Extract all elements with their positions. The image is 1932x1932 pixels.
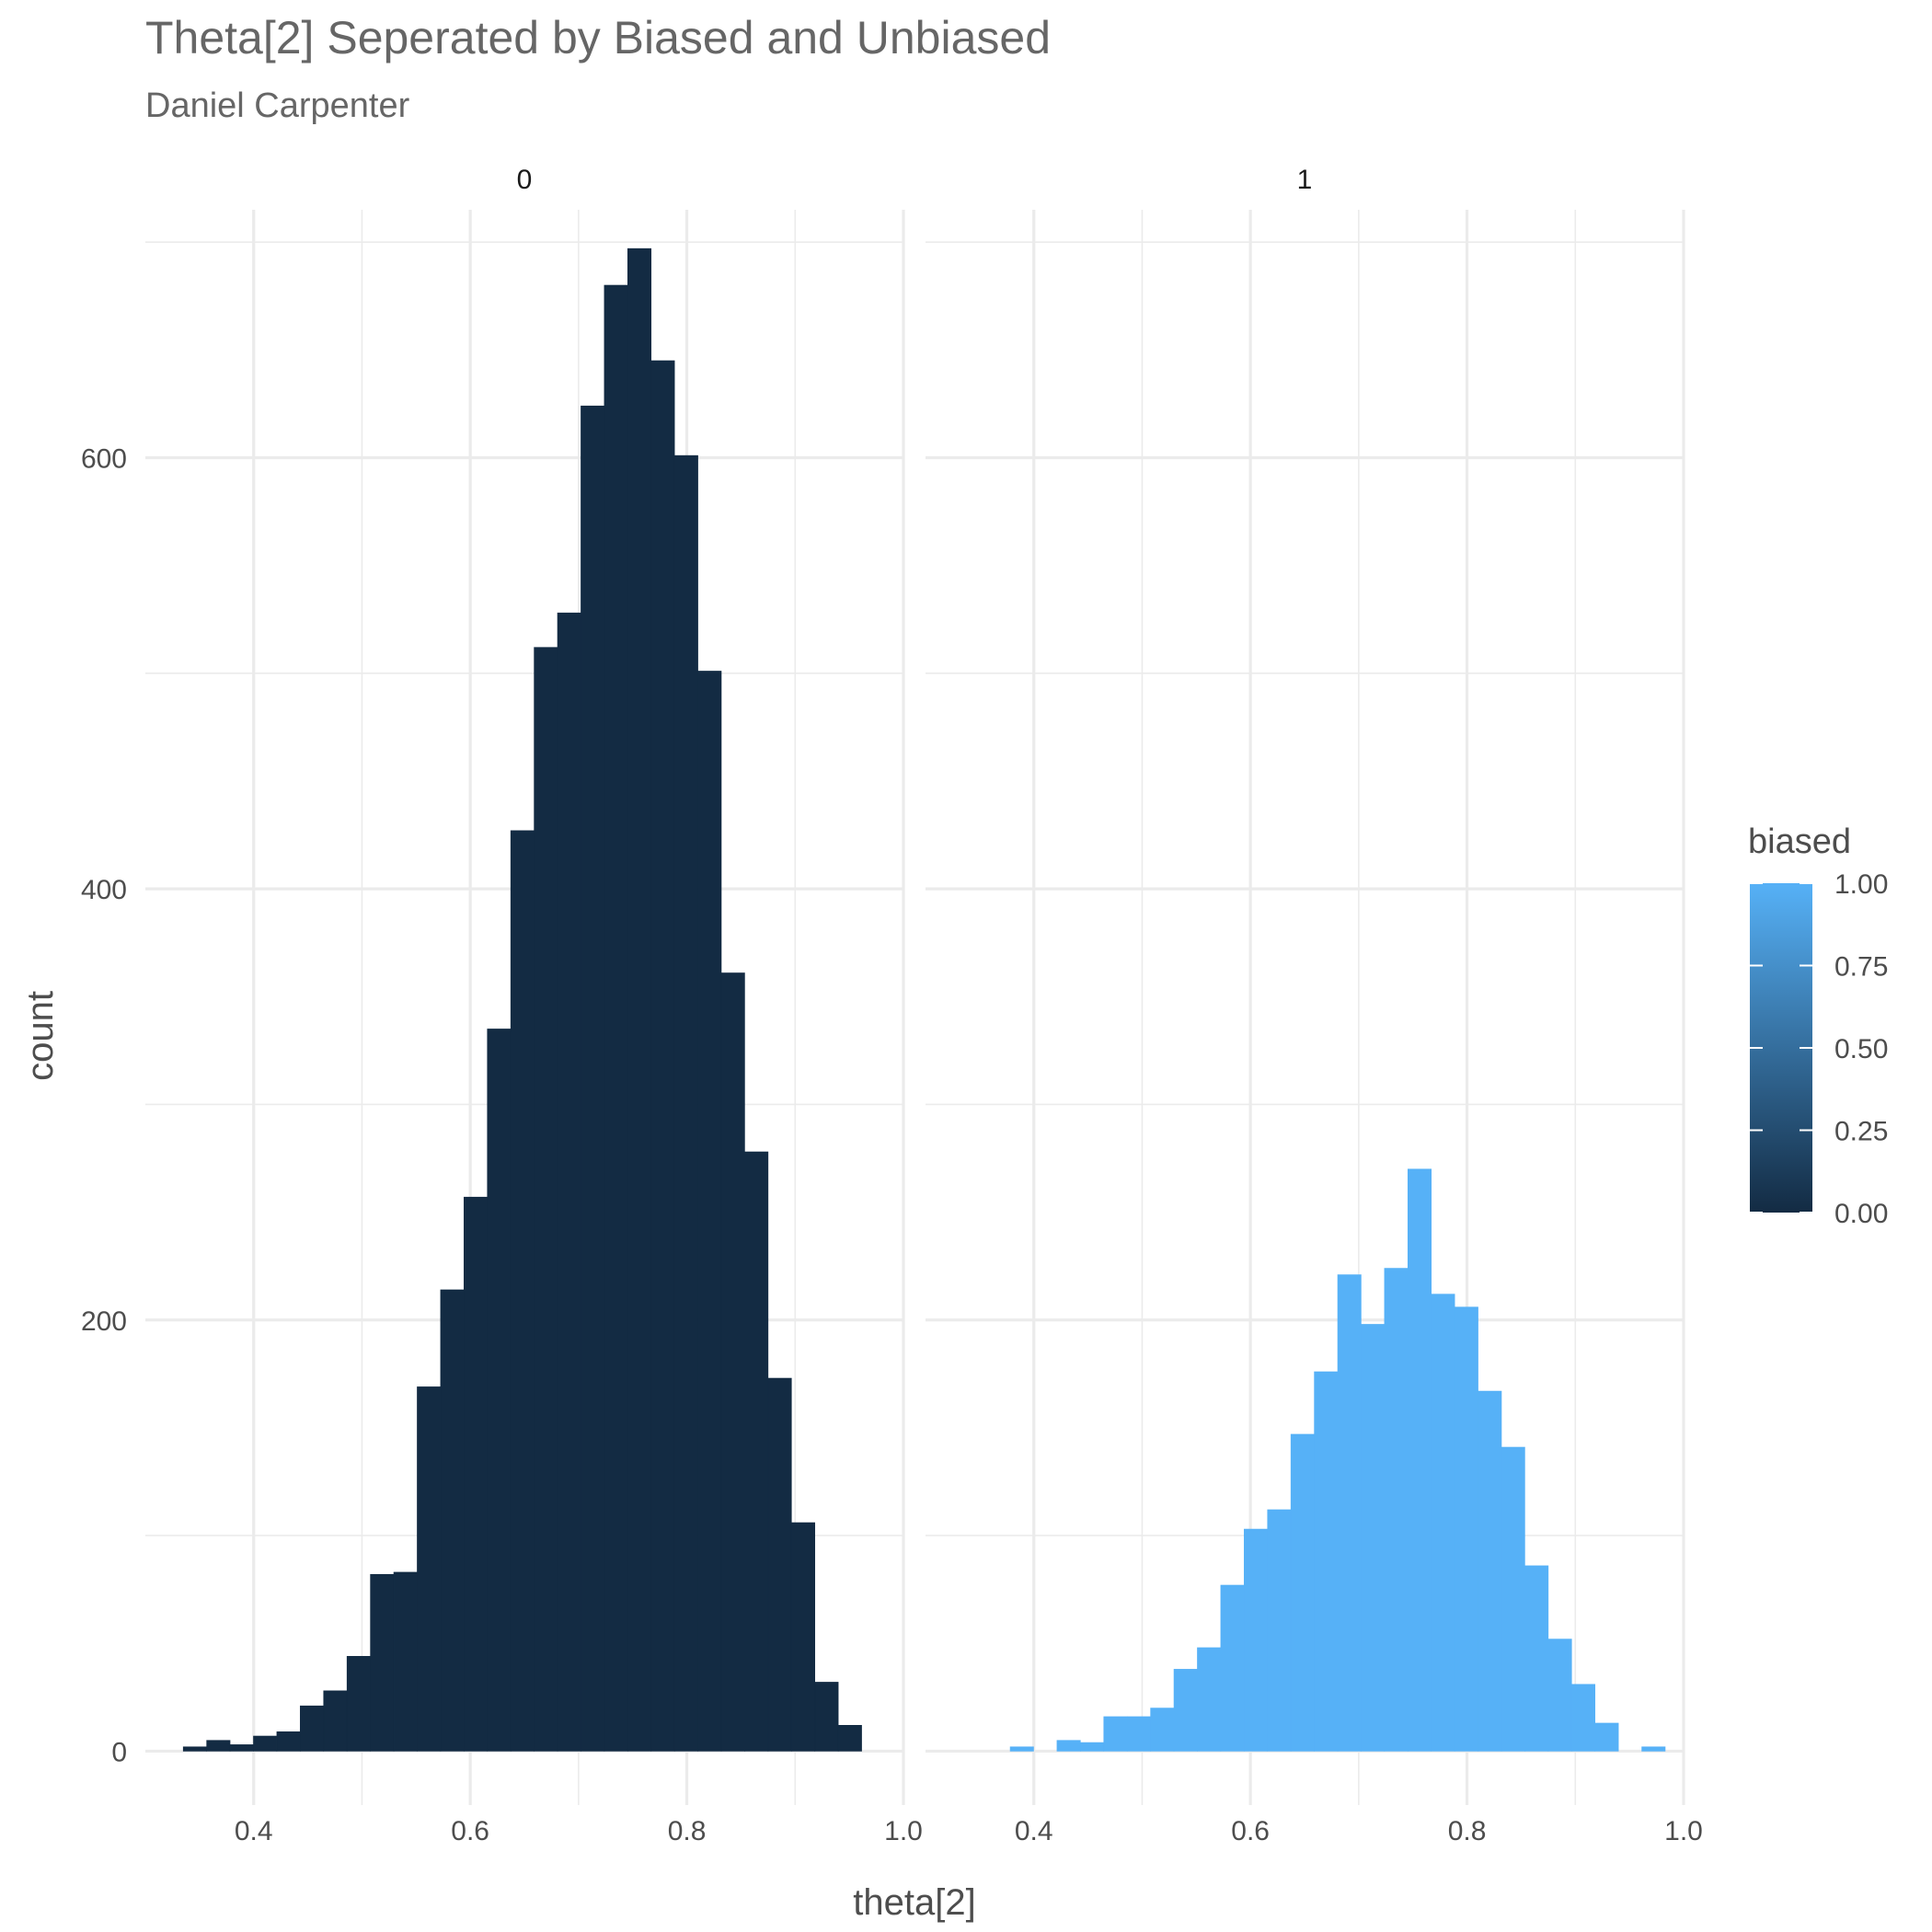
histogram-bar [1641, 1746, 1666, 1752]
x-axis-title: theta[2] [853, 1882, 975, 1923]
histogram-bar [1314, 1371, 1339, 1752]
histogram-bar [650, 360, 675, 1752]
histogram-bar [673, 454, 698, 1752]
histogram-bar [1547, 1639, 1572, 1752]
histogram-bar [323, 1690, 348, 1752]
y-axis-title: count [20, 991, 61, 1081]
histogram-bar [487, 1029, 512, 1752]
histogram-bar [464, 1196, 489, 1752]
histogram-bar [1524, 1565, 1549, 1752]
histogram-bar [1173, 1669, 1198, 1752]
histogram-bar [393, 1571, 418, 1752]
histogram-bar [1384, 1268, 1409, 1752]
y-tick-label: 400 [81, 875, 127, 905]
histogram-bar [1056, 1740, 1081, 1752]
histogram-bar [744, 1151, 769, 1752]
x-tick-label: 0.4 [1015, 1816, 1053, 1846]
x-tick-label: 1.0 [884, 1816, 923, 1846]
histogram-bar [300, 1705, 325, 1752]
histogram-bar [1594, 1722, 1619, 1752]
chart-title: Theta[2] Seperated by Biased and Unbiase… [145, 12, 1051, 63]
histogram-bar [557, 612, 581, 1752]
facet-strip-label: 0 [517, 165, 533, 195]
histogram-bar [814, 1682, 839, 1752]
legend: biased 1.00 0.75 0.50 0.25 0.00 [1748, 822, 1888, 1229]
histogram-bar [1267, 1509, 1292, 1752]
histogram-bar [1501, 1446, 1525, 1752]
panels: 0 200 400 600 0 0.4 0.6 0.8 1.0 1 0.4 0.6 0.8 1.0 [81, 165, 1703, 1846]
histogram-bar [1126, 1716, 1151, 1752]
legend-label: 0.75 [1834, 952, 1888, 983]
histogram-bar [720, 972, 745, 1752]
facet-panel-1: 1 0.4 0.6 0.8 1.0 [926, 165, 1703, 1846]
histogram-bar [1009, 1746, 1034, 1752]
legend-label: 1.00 [1834, 869, 1888, 900]
histogram-bar [837, 1725, 862, 1752]
histogram-bar [276, 1731, 301, 1752]
histogram-bar [1197, 1647, 1222, 1752]
x-tick-label: 0.6 [451, 1816, 489, 1846]
histogram-bar [510, 830, 535, 1752]
histogram-bar [346, 1656, 371, 1752]
histogram-bar [206, 1740, 231, 1752]
histogram-bar [1431, 1294, 1455, 1752]
histogram-bar [604, 284, 628, 1752]
facet-panel-0: 0 0.4 0.6 0.8 1.0 [145, 165, 923, 1846]
histogram-bar [1244, 1528, 1269, 1752]
histogram-bar [1570, 1684, 1596, 1752]
histogram-bar [697, 671, 722, 1752]
histogram-bar [581, 405, 605, 1752]
legend-label: 0.25 [1834, 1117, 1888, 1147]
x-tick-label: 0.4 [235, 1816, 273, 1846]
histogram-bar [370, 1573, 395, 1752]
histogram-bar [1080, 1742, 1105, 1752]
x-tick-label: 0.6 [1231, 1816, 1270, 1846]
histogram-bar [1290, 1433, 1315, 1752]
histogram-bar [1478, 1390, 1502, 1752]
histogram-bar [1407, 1168, 1432, 1752]
x-tick-label: 1.0 [1664, 1816, 1703, 1846]
histogram-bar [417, 1386, 442, 1752]
histogram-bar [440, 1289, 465, 1752]
histogram-bar [229, 1744, 254, 1752]
legend-label: 0.00 [1834, 1199, 1888, 1229]
histogram-bar [253, 1735, 278, 1752]
facet-strip-label: 1 [1297, 165, 1313, 195]
legend-label: 0.50 [1834, 1034, 1888, 1064]
histogram-bar [1361, 1324, 1386, 1752]
y-tick-label: 0 [111, 1737, 127, 1767]
histogram-bar [767, 1377, 792, 1752]
histogram-bar [1454, 1306, 1478, 1752]
histogram-bar [1220, 1584, 1245, 1752]
y-tick-label: 200 [81, 1306, 127, 1337]
histogram-bar [1150, 1708, 1175, 1752]
histogram-bar [1103, 1716, 1128, 1752]
histogram-bar [1337, 1274, 1362, 1752]
histogram-bar [790, 1522, 816, 1752]
legend-title: biased [1748, 822, 1851, 861]
histogram-bar [627, 247, 652, 1752]
chart-subtitle: Daniel Carpenter [145, 86, 410, 125]
y-tick-label: 600 [81, 443, 127, 474]
histogram-bar [534, 647, 558, 1752]
x-tick-label: 0.8 [1448, 1816, 1487, 1846]
histogram-bar [182, 1746, 207, 1752]
x-tick-label: 0.8 [668, 1816, 707, 1846]
